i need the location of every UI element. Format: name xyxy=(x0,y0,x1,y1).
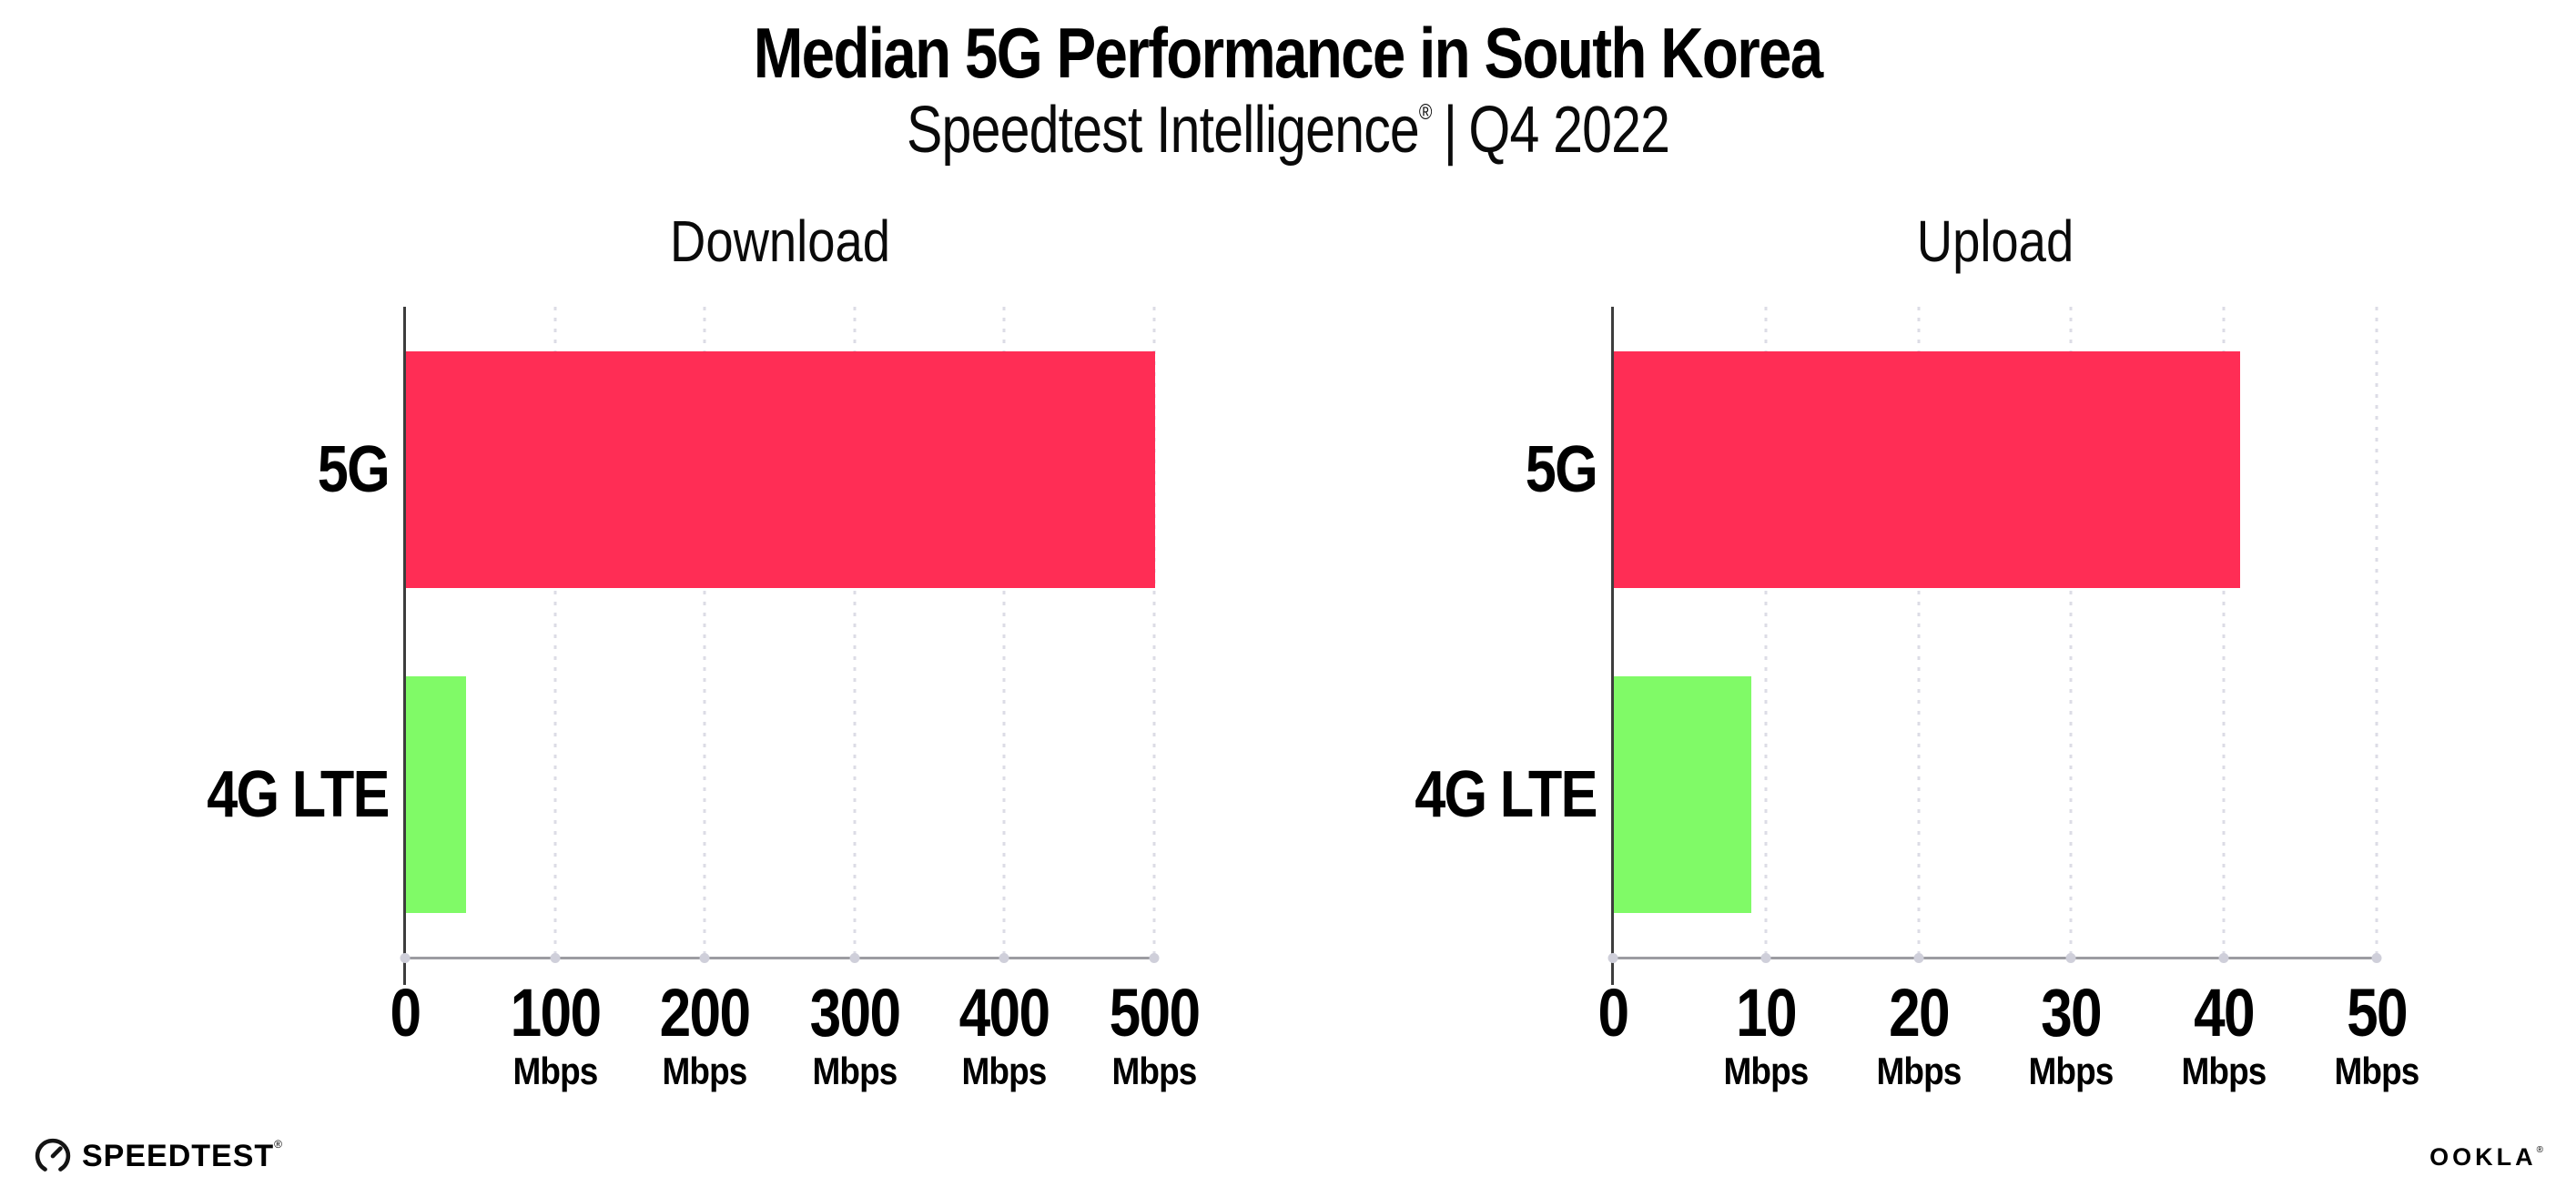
x-tick-value: 0 xyxy=(1597,975,1630,1050)
gridline xyxy=(1152,307,1156,958)
speedtest-trademark-icon: ® xyxy=(274,1138,284,1151)
x-tick-value: 10 xyxy=(1735,975,1797,1050)
x-tick-unit: Mbps xyxy=(2181,1050,2267,1092)
axis-tick-dot xyxy=(699,953,710,963)
ookla-trademark-icon: ® xyxy=(2536,1145,2543,1155)
bar-5g xyxy=(1614,350,2240,588)
gridline xyxy=(2222,307,2226,958)
category-label-5g: 5G xyxy=(1525,432,1598,506)
x-tick-value: 40 xyxy=(2194,975,2255,1050)
ookla-logo-text: OOKLA xyxy=(2429,1143,2537,1171)
gridline xyxy=(1764,307,1768,958)
registered-trademark-icon: ® xyxy=(1418,99,1432,125)
x-tick-unit: Mbps xyxy=(512,1050,598,1092)
speedtest-logo-text: SPEEDTEST® xyxy=(82,1138,284,1173)
y-axis-line xyxy=(403,307,406,985)
bar-4g-lte xyxy=(406,676,466,914)
axis-tick-dot xyxy=(2218,953,2229,963)
x-tick-label: 200 Mbps xyxy=(651,979,757,1090)
axis-tick-dot xyxy=(999,953,1009,963)
axis-tick-dot xyxy=(1913,953,1924,963)
x-tick-label: 0 xyxy=(1595,979,1630,1047)
x-tick-unit: Mbps xyxy=(662,1050,748,1092)
x-tick-value: 100 xyxy=(510,975,601,1050)
bar-4g-lte xyxy=(1614,676,1752,914)
axis-tick-dot xyxy=(2065,953,2076,963)
x-tick-label: 300 Mbps xyxy=(801,979,908,1090)
page-title-text: Median 5G Performance in South Korea xyxy=(754,13,1823,93)
x-tick-unit: Mbps xyxy=(1876,1050,1962,1092)
category-label-4g-lte: 4G LTE xyxy=(207,758,390,832)
chart-title: Download xyxy=(669,208,890,274)
category-label-5g: 5G xyxy=(317,432,390,506)
axis-tick-dot xyxy=(400,953,411,963)
x-tick-label: 400 Mbps xyxy=(951,979,1058,1090)
speedtest-logo: SPEEDTEST® xyxy=(33,1135,283,1175)
x-tick-value: 400 xyxy=(959,975,1050,1050)
x-tick-label: 40 Mbps xyxy=(2175,979,2272,1090)
x-tick-value: 200 xyxy=(659,975,751,1050)
subtitle-period: Q4 2022 xyxy=(1468,93,1670,167)
gridline xyxy=(703,307,706,958)
upload-chart: Upload 0 10 Mbps 20 Mbps 30 Mbps 40 Mbps 50 Mbps 5G 4… xyxy=(1415,212,2420,1090)
x-tick-value: 20 xyxy=(1888,975,1950,1050)
x-tick-label: 30 Mbps xyxy=(2023,979,2120,1090)
axis-tick-dot xyxy=(2371,953,2382,963)
x-axis-line xyxy=(1613,957,2377,959)
gridline xyxy=(853,307,857,958)
x-tick-label: 500 Mbps xyxy=(1100,979,1207,1090)
x-tick-value: 300 xyxy=(809,975,900,1050)
subtitle-separator: | xyxy=(1443,93,1457,167)
x-tick-label: 100 Mbps xyxy=(502,979,608,1090)
bar-5g xyxy=(406,350,1155,588)
axis-tick-dot xyxy=(1607,953,1618,963)
x-tick-unit: Mbps xyxy=(2028,1050,2115,1092)
page-subtitle: Speedtest Intelligence® | Q4 2022 xyxy=(0,93,2576,167)
x-tick-unit: Mbps xyxy=(1111,1050,1198,1092)
x-tick-label: 20 Mbps xyxy=(1871,979,1967,1090)
x-tick-unit: Mbps xyxy=(2334,1050,2420,1092)
x-tick-value: 30 xyxy=(2041,975,2102,1050)
x-tick-label: 50 Mbps xyxy=(2328,979,2425,1090)
gridline xyxy=(1917,307,1921,958)
x-tick-value: 50 xyxy=(2347,975,2408,1050)
y-axis-line xyxy=(1611,307,1614,985)
x-tick-label: 0 xyxy=(387,979,422,1047)
page-title: Median 5G Performance in South Korea xyxy=(0,13,2576,95)
x-tick-label: 10 Mbps xyxy=(1718,979,1814,1090)
speedtest-gauge-icon xyxy=(35,1138,71,1172)
gridline xyxy=(2375,307,2378,958)
axis-tick-dot xyxy=(1760,953,1771,963)
ookla-logo: OOKLA® xyxy=(2429,1145,2543,1170)
header: Median 5G Performance in South Korea Spe… xyxy=(0,0,2576,167)
gridline xyxy=(2069,307,2073,958)
x-axis-line xyxy=(405,957,1154,959)
x-tick-unit: Mbps xyxy=(961,1050,1048,1092)
chart-title: Upload xyxy=(1916,208,2074,274)
x-tick-value: 500 xyxy=(1109,975,1201,1050)
x-tick-unit: Mbps xyxy=(1723,1050,1809,1092)
category-label-4g-lte: 4G LTE xyxy=(1415,758,1598,832)
axis-tick-dot xyxy=(849,953,860,963)
download-chart: Download 0 100 Mbps 200 Mbps 300 Mbps 400 Mbps 500… xyxy=(208,212,1202,1090)
x-tick-unit: Mbps xyxy=(812,1050,898,1092)
x-tick-value: 0 xyxy=(390,975,422,1050)
gridline xyxy=(1002,307,1006,958)
axis-tick-dot xyxy=(1149,953,1160,963)
subtitle-brand: Speedtest Intelligence xyxy=(906,93,1420,167)
gridline xyxy=(553,307,557,958)
axis-tick-dot xyxy=(550,953,561,963)
